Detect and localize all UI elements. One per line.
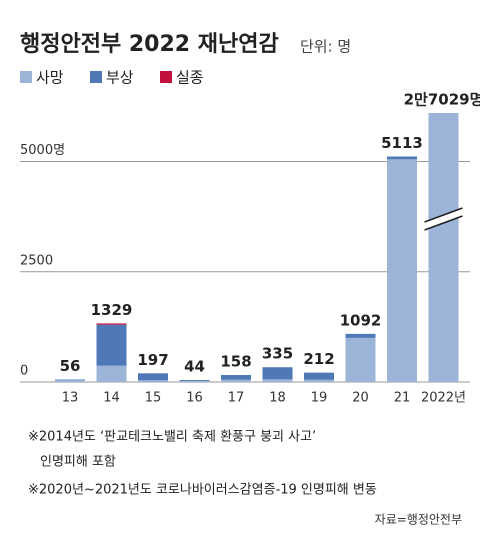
bar-segment — [96, 324, 127, 366]
note: ※2014년도 ‘판교테크노밸리 축제 환풍구 붕괴 사고’ — [28, 430, 316, 445]
legend-swatch — [90, 71, 102, 83]
x-tick-label: 17 — [228, 391, 245, 406]
bar-segment — [304, 372, 334, 380]
value-label: 56 — [60, 357, 81, 375]
bar-segment — [428, 113, 459, 382]
bar-segment — [138, 373, 168, 381]
bar-segment — [221, 375, 251, 380]
bar-segment — [221, 379, 251, 382]
legend-label: 사망 — [36, 69, 64, 87]
bar-segment — [138, 380, 168, 382]
y-tick-label: 2500 — [20, 253, 53, 268]
bar-segment — [55, 379, 85, 381]
y-tick-label: 5000명 — [20, 143, 65, 158]
x-tick-label: 15 — [145, 391, 162, 406]
value-label: 197 — [137, 351, 168, 369]
value-label: 335 — [262, 345, 293, 363]
bar-segment — [55, 380, 85, 382]
x-tick-label: 20 — [352, 391, 369, 406]
bar-segment — [179, 380, 210, 382]
value-label: 1329 — [91, 301, 133, 319]
bar-segment — [387, 156, 417, 160]
chart-subtitle: 단위: 명 — [300, 38, 351, 56]
value-label: 44 — [184, 358, 205, 376]
bar-segment — [179, 381, 210, 382]
value-label: 2만7029명 — [404, 91, 480, 109]
chart-title: 행정안전부 2022 재난연감 — [20, 32, 279, 57]
source: 자료=행정안전부 — [375, 512, 462, 527]
bar-segment — [96, 323, 127, 325]
bar-segment — [345, 333, 376, 338]
legend-label: 부상 — [106, 69, 134, 87]
axis-break — [424, 208, 463, 230]
legend-swatch — [20, 71, 32, 83]
x-tick-label: 18 — [269, 391, 286, 406]
note: 인명피해 포함 — [40, 455, 116, 470]
y-tick-label: 0 — [20, 364, 28, 379]
x-tick-label: 19 — [311, 391, 328, 406]
x-tick-label: 13 — [62, 391, 79, 406]
bar-segment — [262, 367, 293, 380]
legend-label: 실종 — [176, 69, 204, 87]
value-label: 212 — [303, 350, 334, 368]
value-label: 1092 — [340, 311, 382, 329]
note: ※2020년~2021년도 코로나바이러스감염증-19 인명피해 변동 — [28, 483, 377, 498]
axis-break — [424, 215, 463, 231]
bar-segment — [304, 379, 334, 382]
legend-swatch — [160, 71, 172, 83]
axis-break — [424, 207, 463, 223]
value-label: 158 — [220, 353, 251, 371]
bar-segment — [262, 379, 293, 382]
bar-segment — [345, 337, 376, 382]
x-tick-label: 14 — [103, 391, 120, 406]
bar-segment — [387, 159, 417, 382]
x-tick-label: 2022년 — [421, 391, 466, 406]
x-tick-label: 16 — [186, 391, 203, 406]
value-label: 5113 — [381, 134, 423, 152]
x-tick-label: 21 — [394, 391, 411, 406]
bar-segment — [96, 365, 127, 382]
